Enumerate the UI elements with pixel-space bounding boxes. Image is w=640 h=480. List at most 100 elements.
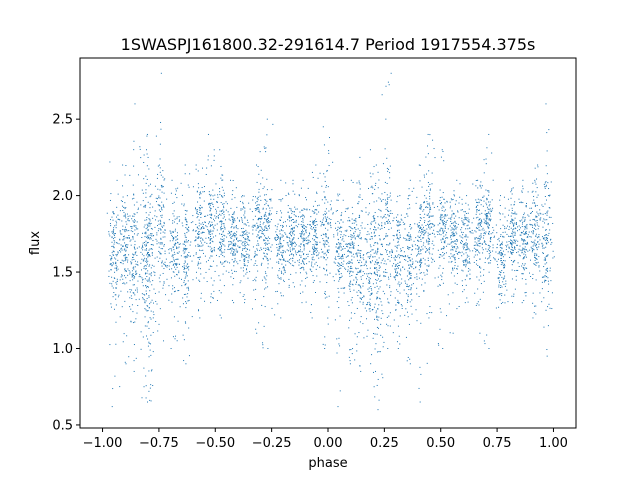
- data-point: [137, 264, 139, 266]
- data-point: [361, 227, 363, 229]
- data-point: [349, 283, 351, 285]
- data-point: [143, 255, 145, 257]
- data-point: [373, 166, 375, 168]
- data-point: [157, 198, 158, 200]
- data-point: [241, 254, 243, 256]
- data-point: [360, 225, 362, 227]
- data-point: [166, 266, 168, 268]
- data-point: [483, 229, 485, 231]
- data-point: [522, 216, 524, 218]
- data-point: [410, 275, 412, 277]
- data-point: [396, 236, 398, 238]
- data-point: [171, 234, 173, 236]
- data-point: [523, 256, 525, 258]
- data-point: [326, 239, 328, 241]
- data-point: [173, 316, 175, 318]
- data-point: [204, 215, 206, 217]
- data-point: [124, 254, 126, 256]
- data-point: [424, 282, 426, 284]
- data-point: [467, 262, 469, 264]
- data-point: [349, 319, 351, 321]
- data-point: [307, 239, 309, 241]
- data-point: [162, 287, 164, 289]
- data-point: [352, 271, 354, 273]
- data-point: [501, 286, 503, 288]
- data-point: [213, 290, 215, 292]
- data-point: [328, 306, 330, 308]
- data-point: [109, 264, 111, 266]
- data-point: [386, 316, 388, 318]
- data-point: [515, 224, 517, 226]
- data-point: [227, 261, 229, 263]
- data-point: [214, 224, 216, 226]
- data-point: [197, 183, 199, 185]
- data-point: [386, 182, 388, 184]
- data-point: [316, 224, 318, 226]
- data-point: [412, 245, 414, 247]
- data-point: [370, 223, 372, 225]
- data-point: [155, 135, 157, 137]
- data-point: [477, 210, 479, 212]
- data-point: [381, 245, 383, 247]
- data-point: [308, 261, 310, 263]
- data-point: [488, 233, 490, 235]
- data-point: [420, 259, 422, 261]
- data-point: [454, 246, 456, 248]
- data-point: [370, 273, 372, 275]
- data-point: [232, 243, 234, 245]
- data-point: [223, 214, 225, 216]
- data-point: [290, 230, 292, 232]
- data-point: [247, 235, 249, 237]
- data-point: [278, 237, 280, 239]
- data-point: [380, 253, 382, 255]
- data-point: [366, 239, 368, 241]
- data-point: [444, 214, 446, 216]
- data-point: [483, 195, 485, 197]
- data-point: [378, 351, 380, 353]
- data-point: [501, 243, 503, 245]
- data-point: [389, 177, 391, 179]
- data-point: [210, 165, 212, 167]
- data-point: [486, 216, 488, 218]
- data-point: [188, 265, 190, 267]
- data-point: [467, 236, 469, 238]
- data-point: [449, 201, 451, 203]
- data-point: [315, 236, 317, 238]
- data-point: [352, 236, 354, 238]
- data-point: [338, 248, 340, 250]
- data-point: [308, 239, 310, 241]
- data-point: [254, 262, 256, 264]
- data-point: [489, 201, 491, 203]
- data-point: [485, 214, 487, 216]
- data-point: [464, 260, 466, 262]
- data-point: [205, 271, 207, 273]
- data-point: [233, 261, 235, 263]
- data-point: [354, 312, 356, 314]
- data-point: [200, 273, 202, 275]
- data-point: [451, 228, 453, 230]
- data-point: [307, 243, 309, 245]
- data-point: [231, 299, 233, 301]
- data-point: [255, 328, 257, 330]
- data-point: [432, 215, 434, 217]
- data-point: [454, 257, 456, 259]
- data-point: [280, 277, 282, 279]
- data-point: [519, 201, 521, 203]
- data-point: [464, 216, 466, 218]
- data-point: [197, 232, 199, 234]
- data-point: [239, 260, 241, 262]
- data-point: [131, 226, 133, 228]
- data-point: [358, 249, 360, 251]
- data-point: [429, 134, 431, 136]
- data-point: [422, 210, 424, 212]
- data-point: [376, 351, 378, 353]
- data-point: [463, 223, 465, 225]
- data-point: [291, 245, 293, 247]
- data-point: [287, 205, 289, 207]
- data-point: [476, 211, 478, 213]
- data-point: [115, 261, 117, 263]
- data-point: [312, 220, 314, 222]
- data-point: [377, 249, 379, 251]
- data-point: [324, 291, 326, 293]
- data-point: [292, 219, 294, 221]
